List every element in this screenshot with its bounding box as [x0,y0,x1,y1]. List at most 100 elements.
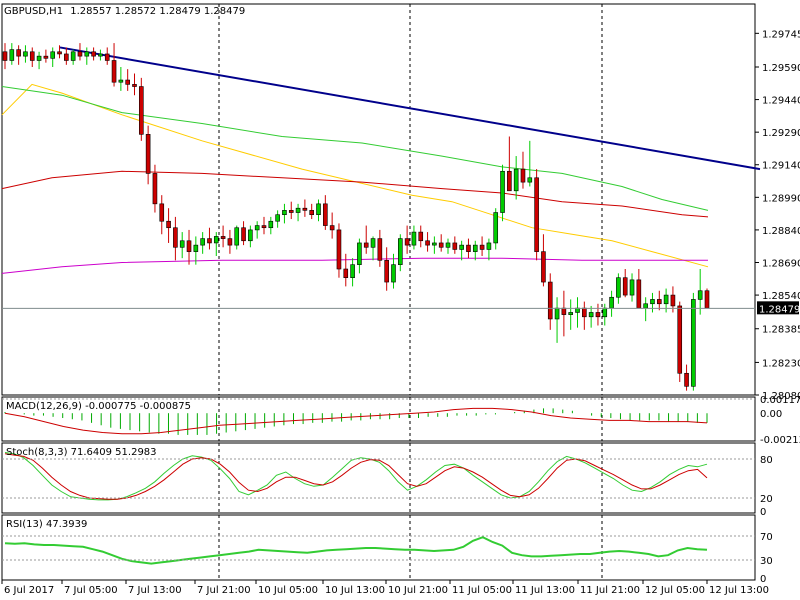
candle [234,225,240,250]
moving-average-line [1,170,709,218]
candle [220,225,226,248]
candle-body [622,277,628,296]
candle [9,43,15,65]
candle-body [193,244,199,252]
macd-tick-label: 0.00 [760,409,782,420]
candle-body [656,299,662,305]
trendline[interactable] [59,46,761,171]
candle-body [629,279,635,296]
time-tick-label: 10 Jul 21:00 [388,585,448,596]
candle [507,136,512,192]
time-tick-label: 7 Jul 05:00 [64,585,118,596]
candle [268,216,274,235]
time-tick-label: 12 Jul 13:00 [709,585,769,596]
macd-grid [218,397,603,441]
candle-body [64,53,69,61]
candle-body [411,231,417,246]
price-axis: 1.29745 1.29590 1.29440 1.29290 1.29140 1.289… [755,29,800,402]
candle-body [684,372,689,387]
price-panel[interactable]: 1.29745 1.29590 1.29440 1.29290 1.29140 1.289… [1,3,800,402]
candle [125,69,130,91]
rsi-tick-label: 30 [760,556,773,567]
stoch-tick-label: 0 [760,507,766,518]
candle-body [36,55,42,61]
candle [622,269,628,298]
candle [152,164,158,213]
candle-body [370,238,376,248]
candle [302,199,308,217]
candle [145,125,151,185]
candle-body [582,307,587,318]
candle [70,49,76,65]
rsi-tick-label: 70 [760,532,773,543]
price-panel-border [1,3,756,396]
candle [16,45,21,65]
candle-body [248,229,253,242]
candle-body [432,242,437,246]
candle-body [323,203,328,226]
candle-body [302,207,308,211]
rsi-grid [218,515,603,580]
candle [288,201,294,220]
macd-panel[interactable]: 0.001176 0.00 -0.002138 MACD(12,26,9) -0.0… [1,395,800,446]
candle [629,273,635,302]
moving-average-line [1,86,709,211]
candle [77,43,83,61]
candle [350,258,355,287]
candle-body [493,212,499,244]
candle [438,234,444,252]
candle-body [213,236,219,244]
stochastic-panel[interactable]: 80 20 0 Stoch(8,3,3) 71.6409 51.2983 [1,442,773,518]
ohlc-label: 1.28557 1.28572 1.28479 1.28479 [70,6,245,17]
candle-body [329,225,335,231]
stoch-label: Stoch(8,3,3) 71.6409 51.2983 [6,447,157,458]
candle [282,203,287,224]
rsi-line [4,536,708,565]
candle-body [677,305,683,374]
candle [323,195,328,230]
time-axis: 6 Jul 2017 7 Jul 05:00 7 Jul 13:00 7 Jul 21… [1,580,769,596]
candle-body [466,244,471,252]
candle-body [377,238,383,261]
candle [568,299,573,330]
candle-body [179,240,185,248]
candle-body [350,264,355,278]
candle [684,364,689,391]
candle-body [207,238,212,244]
candle [343,253,349,287]
candle [193,236,199,265]
candle-body [166,220,171,229]
candle [370,236,376,261]
candle [36,51,42,70]
candle [520,151,526,189]
candle [132,73,137,96]
candle [656,290,662,311]
candle-body [452,242,458,250]
price-tick-label: 1.28990 [762,193,800,204]
candle [445,238,451,254]
candle [118,66,124,91]
candle [541,234,546,287]
rsi-panel[interactable]: 70 30 0 RSI(13) 47.3939 [1,514,773,585]
time-tick-label: 11 Jul 05:00 [452,585,512,596]
price-tick-label: 1.29745 [762,29,800,40]
candle-body [527,177,533,183]
candle-body [316,203,321,216]
candle [316,199,321,222]
candle-body [23,51,28,57]
candle [500,164,505,222]
moving-average-line [1,257,708,274]
candle [704,288,710,309]
candle-body [70,51,76,61]
candle [186,229,192,265]
candle [472,240,478,261]
candle-body [650,299,655,305]
price-tick-label: 1.28080 [762,391,800,402]
rsi-panel-border [1,514,756,581]
candle-body [363,242,369,248]
candle-body [139,86,144,135]
candle-body [391,264,396,283]
candle-body [384,260,389,283]
candle [227,229,233,254]
